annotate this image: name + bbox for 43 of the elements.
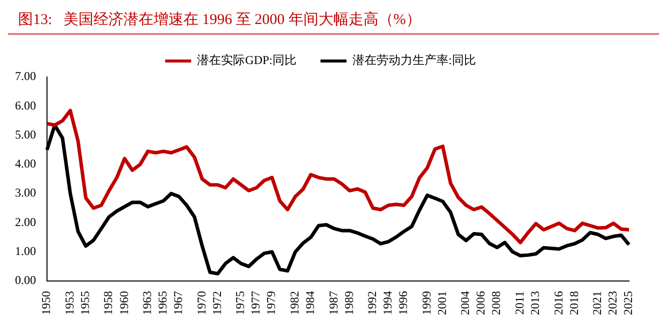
x-tick-label: 1967 [171,291,186,315]
x-tick-label: 1989 [342,291,356,315]
x-tick-label: 2025 [621,291,636,315]
x-tick-label: 1963 [140,291,154,315]
x-tick-label: 2018 [566,291,581,315]
x-tick-label: 2013 [528,291,542,315]
x-tick-label: 2021 [590,291,604,315]
legend-label: 潜在实际GDP:同比 [197,53,297,68]
y-tick-label: 6.00 [15,98,36,112]
y-tick-label: 2.00 [15,214,36,229]
y-tick-label: 0.00 [15,273,36,288]
y-tick-label: 1.00 [15,244,36,258]
x-tick-label: 2008 [489,291,504,315]
x-tick-label: 1982 [287,291,302,315]
y-tick-label: 3.00 [15,186,36,200]
x-tick-label: 1965 [156,291,170,315]
x-tick-label: 1972 [210,291,224,315]
x-tick-label: 2023 [606,291,620,315]
x-tick-label: 1992 [365,291,380,315]
y-tick-label: 7.00 [15,69,36,84]
x-tick-label: 1975 [233,291,248,315]
x-tick-label: 1979 [264,291,278,315]
x-tick-label: 1953 [62,291,76,315]
legend-label: 潜在劳动力生产率:同比 [352,53,476,68]
y-tick-label: 4.00 [15,156,36,171]
x-tick-label: 2016 [551,291,566,315]
x-tick-label: 1994 [380,291,395,315]
x-tick-label: 1958 [101,291,116,315]
x-tick-label: 1987 [326,291,340,315]
x-tick-label: 1999 [419,291,434,315]
x-tick-label: 1960 [116,291,131,315]
x-tick-label: 2001 [434,291,449,315]
x-tick-label: 1955 [78,291,92,315]
x-tick-label: 2011 [512,291,527,315]
x-tick-label: 2004 [458,291,472,315]
x-tick-label: 1984 [302,291,317,315]
x-tick-label: 1977 [248,291,263,315]
x-tick-label: 1950 [39,291,54,315]
x-tick-label: 2006 [474,291,488,315]
x-tick-label: 1970 [194,291,208,315]
chart-title: 图13: 美国经济潜在增速在 1996 至 2000 年间大幅走高（%） [8,8,659,35]
y-tick-label: 5.00 [15,127,36,142]
x-tick-label: 1996 [396,291,410,315]
